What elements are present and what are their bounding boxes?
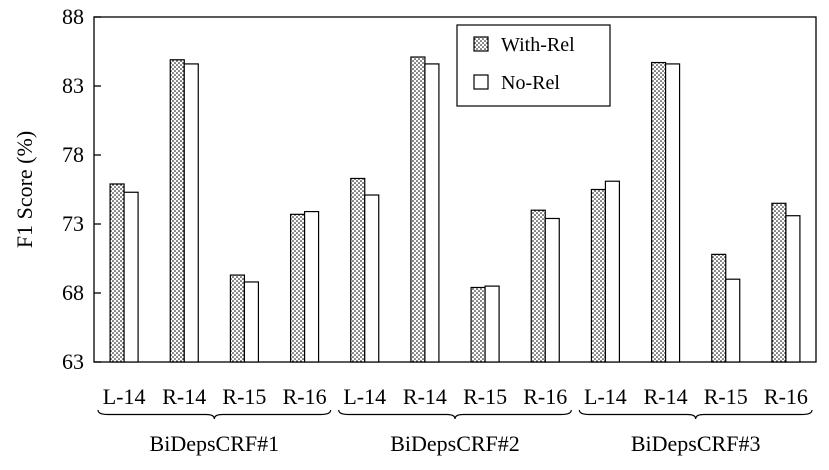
legend-label: With-Rel — [501, 34, 575, 56]
bar-no-rel — [424, 63, 440, 363]
bar-no-rel — [303, 210, 320, 363]
bar-no-rel — [183, 63, 199, 363]
bar-no-rel — [484, 285, 500, 363]
bar-no-rel — [785, 215, 801, 363]
bar-with-rel — [650, 61, 667, 363]
legend-label: No-Rel — [501, 72, 560, 94]
bar-no-rel — [725, 278, 741, 363]
y-tick-label: 88 — [62, 4, 84, 29]
legend-swatch-with-rel — [473, 36, 489, 52]
group-label: BiDepsCRF#2 — [390, 431, 520, 456]
group-brace — [97, 409, 332, 420]
y-axis-title: F1 Score (%) — [12, 131, 37, 248]
bar-no-rel — [364, 194, 380, 363]
bar-with-rel — [229, 274, 246, 363]
category-label: R-14 — [162, 384, 206, 409]
bar-no-rel — [243, 281, 260, 363]
bar-with-rel — [530, 209, 546, 363]
bar-with-rel — [771, 202, 787, 363]
category-label: R-16 — [283, 384, 327, 409]
category-label: L-14 — [584, 384, 627, 409]
category-label: L-14 — [103, 384, 146, 409]
bar-with-rel — [470, 286, 486, 363]
plot-frame — [93, 16, 817, 363]
y-tick-label: 83 — [62, 73, 84, 98]
category-label: R-16 — [764, 384, 808, 409]
bar-no-rel — [123, 191, 139, 363]
bar-with-rel — [350, 177, 366, 363]
bar-with-rel — [109, 183, 125, 363]
bar-with-rel — [410, 56, 426, 363]
category-label: R-14 — [403, 384, 447, 409]
bar-with-rel — [169, 59, 185, 363]
group-brace — [338, 409, 572, 420]
group-label: BiDepsCRF#3 — [631, 431, 761, 456]
bar-with-rel — [289, 213, 306, 363]
y-tick-label: 68 — [62, 280, 84, 305]
category-label: R-15 — [222, 384, 266, 409]
group-label: BiDepsCRF#1 — [150, 431, 280, 456]
y-tick-label: 63 — [62, 349, 84, 374]
category-label: R-16 — [523, 384, 567, 409]
y-tick-label: 73 — [62, 211, 84, 236]
y-tick-label: 78 — [62, 142, 84, 167]
bar-with-rel — [711, 253, 727, 363]
bar-no-rel — [664, 63, 681, 363]
category-label: R-15 — [704, 384, 748, 409]
bar-no-rel — [604, 180, 621, 363]
category-label: R-14 — [644, 384, 688, 409]
bar-no-rel — [544, 217, 560, 363]
group-brace — [578, 409, 813, 420]
bar-with-rel — [590, 188, 607, 363]
legend-swatch-no-rel — [473, 74, 489, 90]
category-label: R-15 — [463, 384, 507, 409]
category-label: L-14 — [343, 384, 386, 409]
